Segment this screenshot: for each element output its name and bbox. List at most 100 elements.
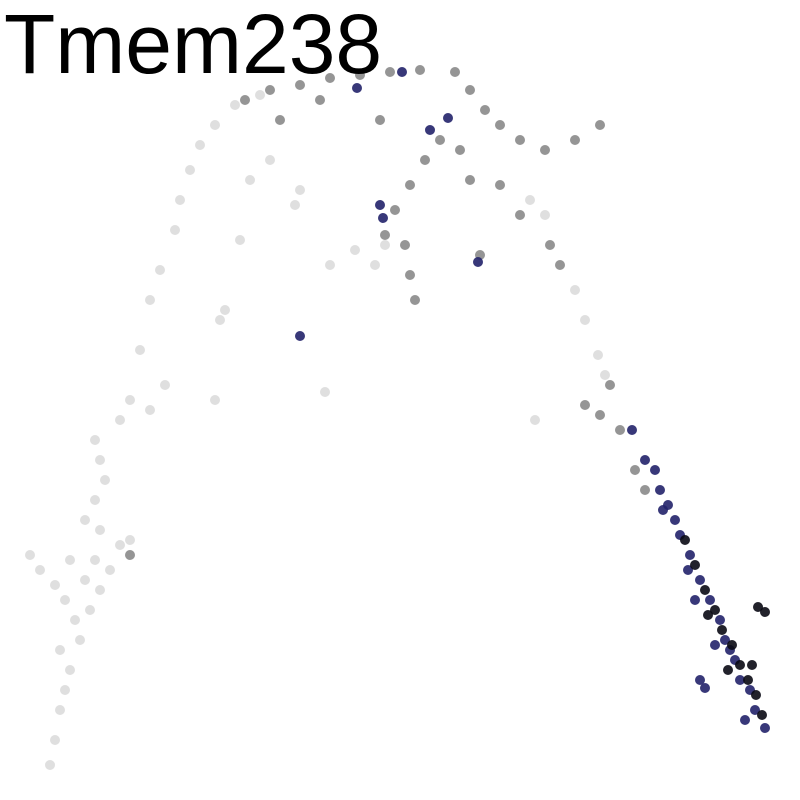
point bbox=[125, 550, 135, 560]
point bbox=[145, 405, 155, 415]
point bbox=[650, 465, 660, 475]
point bbox=[175, 195, 185, 205]
point bbox=[435, 135, 445, 145]
point bbox=[60, 685, 70, 695]
point bbox=[627, 425, 637, 435]
point bbox=[685, 550, 695, 560]
point bbox=[70, 615, 80, 625]
point bbox=[390, 205, 400, 215]
point bbox=[670, 515, 680, 525]
point bbox=[385, 67, 395, 77]
point bbox=[753, 602, 763, 612]
point bbox=[90, 435, 100, 445]
point bbox=[240, 95, 250, 105]
point bbox=[105, 565, 115, 575]
point bbox=[220, 305, 230, 315]
point bbox=[570, 135, 580, 145]
point bbox=[540, 210, 550, 220]
point bbox=[55, 645, 65, 655]
point bbox=[90, 555, 100, 565]
point bbox=[593, 350, 603, 360]
point bbox=[480, 105, 490, 115]
point bbox=[703, 610, 713, 620]
point bbox=[50, 580, 60, 590]
point bbox=[85, 605, 95, 615]
point bbox=[717, 625, 727, 635]
point bbox=[580, 315, 590, 325]
point bbox=[530, 415, 540, 425]
point bbox=[600, 370, 610, 380]
point bbox=[515, 135, 525, 145]
point bbox=[400, 240, 410, 250]
point bbox=[595, 120, 605, 130]
point bbox=[545, 240, 555, 250]
point bbox=[735, 675, 745, 685]
point bbox=[640, 455, 650, 465]
point bbox=[700, 585, 710, 595]
point bbox=[75, 635, 85, 645]
point bbox=[65, 665, 75, 675]
point bbox=[255, 90, 265, 100]
point bbox=[375, 200, 385, 210]
point bbox=[115, 540, 125, 550]
point bbox=[370, 260, 380, 270]
point bbox=[210, 120, 220, 130]
point bbox=[760, 607, 770, 617]
point bbox=[115, 415, 125, 425]
point bbox=[415, 65, 425, 75]
point bbox=[378, 213, 388, 223]
point bbox=[155, 265, 165, 275]
point bbox=[680, 535, 690, 545]
point bbox=[355, 70, 365, 80]
point bbox=[715, 615, 725, 625]
point bbox=[45, 760, 55, 770]
point bbox=[125, 395, 135, 405]
point bbox=[350, 245, 360, 255]
point bbox=[580, 400, 590, 410]
point bbox=[658, 505, 668, 515]
point bbox=[570, 285, 580, 295]
point bbox=[420, 155, 430, 165]
point bbox=[655, 485, 665, 495]
points bbox=[25, 65, 770, 770]
point bbox=[35, 565, 45, 575]
point bbox=[540, 145, 550, 155]
point bbox=[375, 115, 385, 125]
point bbox=[95, 525, 105, 535]
point bbox=[740, 715, 750, 725]
point bbox=[757, 710, 767, 720]
point bbox=[525, 195, 535, 205]
point bbox=[90, 495, 100, 505]
point bbox=[515, 210, 525, 220]
point bbox=[455, 145, 465, 155]
point bbox=[275, 115, 285, 125]
point bbox=[295, 185, 305, 195]
point bbox=[615, 425, 625, 435]
point bbox=[710, 640, 720, 650]
point bbox=[630, 465, 640, 475]
point bbox=[95, 455, 105, 465]
point bbox=[290, 200, 300, 210]
point bbox=[720, 635, 730, 645]
point bbox=[690, 560, 700, 570]
point bbox=[245, 175, 255, 185]
point bbox=[555, 260, 565, 270]
point bbox=[325, 73, 335, 83]
point bbox=[235, 235, 245, 245]
point bbox=[695, 575, 705, 585]
point bbox=[405, 270, 415, 280]
point bbox=[380, 230, 390, 240]
point bbox=[55, 705, 65, 715]
point bbox=[295, 80, 305, 90]
point bbox=[320, 387, 330, 397]
point bbox=[747, 660, 757, 670]
point bbox=[640, 485, 650, 495]
point bbox=[735, 660, 745, 670]
point bbox=[352, 83, 362, 93]
point bbox=[65, 555, 75, 565]
point bbox=[215, 315, 225, 325]
point bbox=[743, 675, 753, 685]
point bbox=[80, 575, 90, 585]
point bbox=[405, 180, 415, 190]
